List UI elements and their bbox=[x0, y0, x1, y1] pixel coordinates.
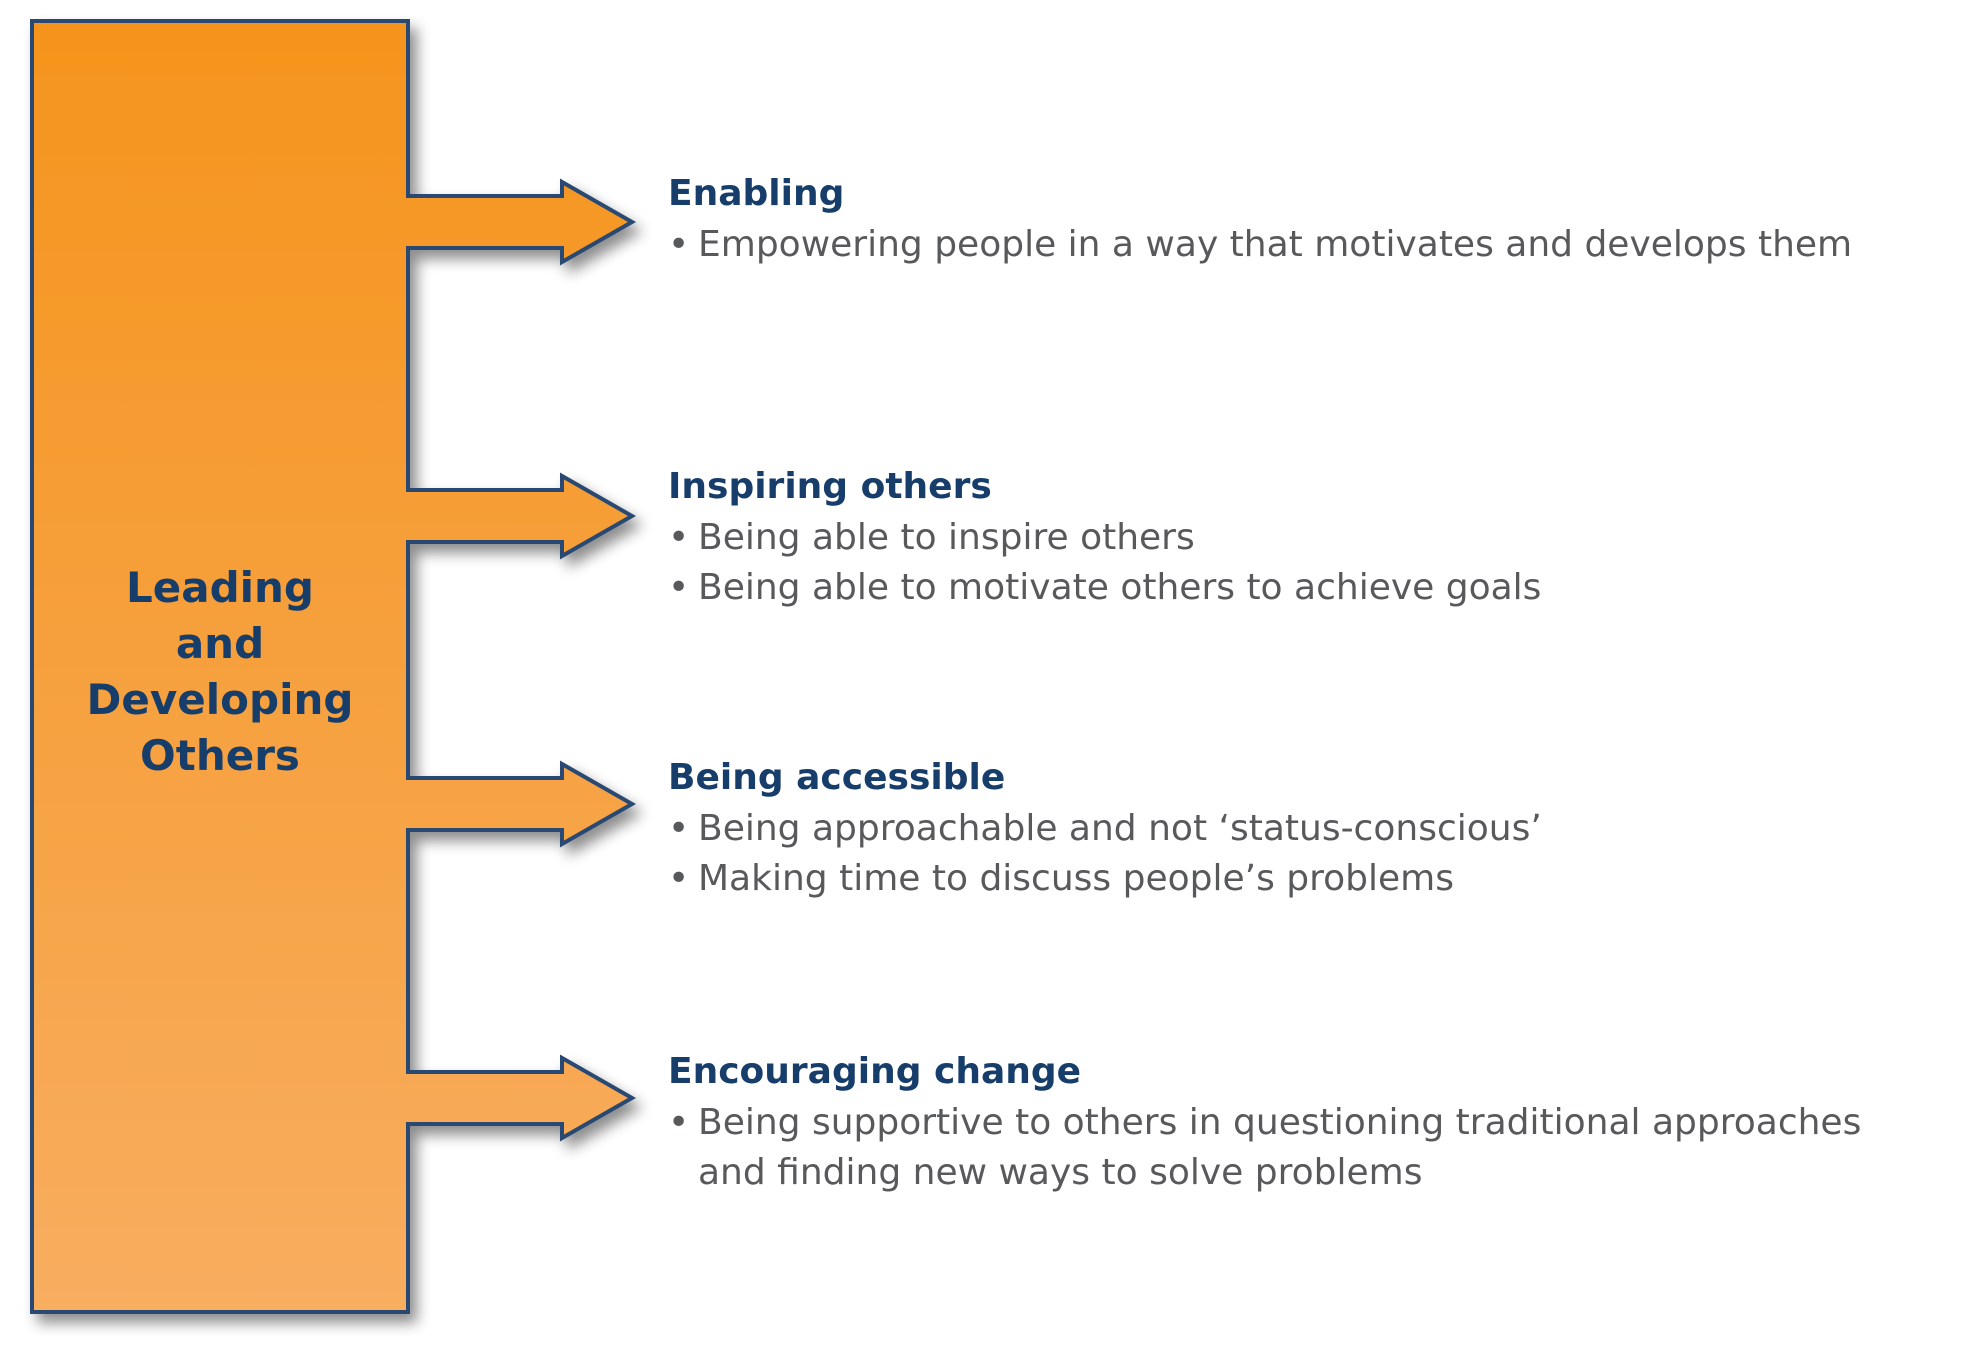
item-being-accessible: Being accessible • Being approachable an… bbox=[668, 754, 1968, 904]
bullet-point: • Being able to inspire others bbox=[668, 513, 1968, 563]
item-title: Being accessible bbox=[668, 757, 1006, 798]
bullet-point: • Being supportive to others in question… bbox=[668, 1098, 1968, 1198]
bullet-text: Empowering people in a way that motivate… bbox=[698, 224, 1853, 265]
bullet-dot-icon: • bbox=[668, 858, 690, 899]
main-box-with-arrows bbox=[30, 19, 637, 1314]
main-label-line-2: and bbox=[175, 619, 265, 668]
bullet-text: Being able to inspire others bbox=[698, 517, 1195, 558]
main-box-label: Leading and Developing Others bbox=[32, 560, 408, 784]
bullet-dot-icon: • bbox=[668, 1102, 690, 1143]
bullet-text: Making time to discuss people’s problems bbox=[698, 858, 1454, 899]
item-title: Enabling bbox=[668, 173, 845, 214]
main-label-line-1: Leading bbox=[125, 563, 314, 612]
bullet-text-continuation: and finding new ways to solve problems bbox=[698, 1152, 1423, 1193]
bullet-dot-icon: • bbox=[668, 224, 690, 265]
main-label-line-3: Developing bbox=[86, 675, 354, 724]
bullet-dot-icon: • bbox=[668, 808, 690, 849]
bullet-point: • Making time to discuss people’s proble… bbox=[668, 854, 1968, 904]
item-title: Inspiring others bbox=[668, 466, 992, 507]
bullet-point: • Being able to motivate others to achie… bbox=[668, 563, 1968, 613]
bullet-text: Being able to motivate others to achieve… bbox=[698, 567, 1542, 608]
item-title: Encouraging change bbox=[668, 1051, 1082, 1092]
bullet-point: • Empowering people in a way that motiva… bbox=[668, 220, 1968, 270]
bullet-dot-icon: • bbox=[668, 517, 690, 558]
bullet-text: Being supportive to others in questionin… bbox=[698, 1102, 1862, 1143]
item-inspiring-others: Inspiring others • Being able to inspire… bbox=[668, 463, 1968, 613]
item-enabling: Enabling • Empowering people in a way th… bbox=[668, 170, 1968, 270]
bullet-point: • Being approachable and not ‘status-con… bbox=[668, 804, 1968, 854]
bullet-text: Being approachable and not ‘status-consc… bbox=[698, 808, 1542, 849]
bullet-dot-icon: • bbox=[668, 567, 690, 608]
main-label-line-4: Others bbox=[140, 731, 300, 780]
item-encouraging-change: Encouraging change • Being supportive to… bbox=[668, 1048, 1968, 1198]
